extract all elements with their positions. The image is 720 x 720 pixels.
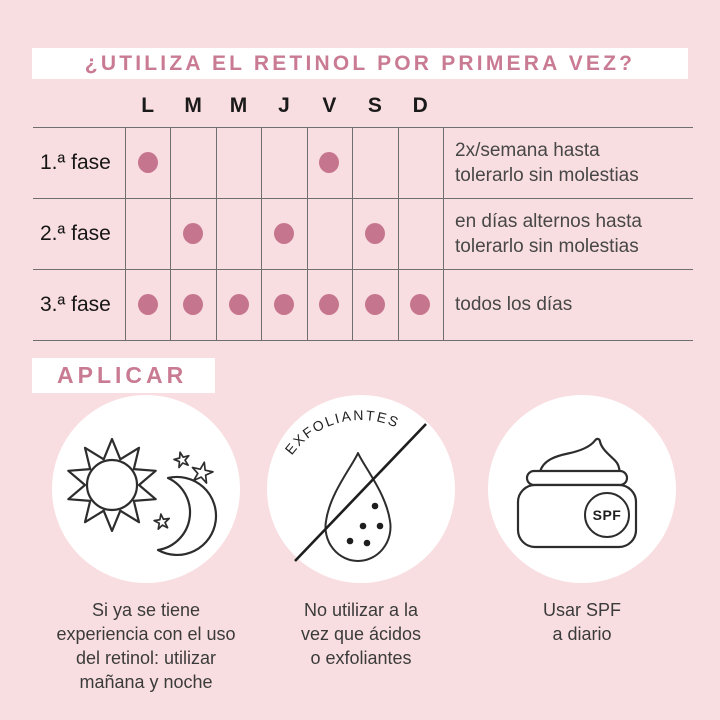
grid-hline	[33, 198, 693, 199]
grid-hline	[33, 269, 693, 270]
phase-label: 3.ª fase	[40, 292, 111, 316]
phase-dots-row	[125, 198, 443, 269]
day-cell	[352, 127, 397, 198]
star	[153, 513, 171, 530]
no-exfoliants-icon: EXFOLIANTES	[282, 407, 427, 562]
svg-text:EXFOLIANTES: EXFOLIANTES	[282, 407, 403, 458]
grid-vline	[216, 127, 217, 340]
spf-badge	[584, 492, 630, 538]
phase-note: todos los días	[455, 294, 573, 315]
day-cell	[398, 269, 443, 340]
day-label: J	[278, 94, 290, 117]
phase-note: en días alternos hasta tolerarlo sin mol…	[455, 210, 642, 257]
card-spf: SPF	[488, 395, 676, 583]
day-label: V	[322, 94, 337, 117]
droplet	[324, 452, 392, 562]
phase-note: 2x/semana hasta tolerarlo sin molestias	[455, 139, 639, 186]
droplet-dots	[346, 502, 384, 547]
grid-vline	[307, 127, 308, 340]
day-cell	[307, 269, 352, 340]
card-no-exfoliants: EXFOLIANTES	[267, 395, 455, 583]
phase-dot	[183, 294, 204, 315]
day-cell	[216, 127, 261, 198]
grid-vline	[125, 127, 126, 340]
day-cell	[261, 127, 306, 198]
star	[173, 451, 190, 469]
day-cell	[216, 269, 261, 340]
day-cell	[170, 127, 215, 198]
grid-vline	[261, 127, 262, 340]
phase-dot	[137, 294, 158, 315]
exfoliantes-label: EXFOLIANTES	[282, 407, 401, 458]
sun-core	[85, 458, 139, 512]
day-label: D	[412, 94, 428, 117]
day-label: M	[229, 94, 248, 117]
day-cell	[307, 127, 352, 198]
phase-dot	[364, 294, 385, 315]
day-label: L	[141, 94, 155, 117]
phase-dots-row	[125, 269, 443, 340]
day-cell	[125, 198, 170, 269]
day-cell	[170, 198, 215, 269]
phase-label: 1.ª fase	[40, 150, 111, 174]
aplicar-strip: APLICAR	[32, 358, 215, 393]
section-label: APLICAR	[57, 362, 188, 388]
phase-dot	[364, 223, 385, 244]
grid-vline	[352, 127, 353, 340]
day-cell	[125, 269, 170, 340]
day-cell	[261, 198, 306, 269]
phase-dot	[228, 294, 249, 315]
page-title: ¿UTILIZA EL RETINOL POR PRIMERA VEZ?	[84, 51, 636, 75]
day-cell	[398, 198, 443, 269]
phase-dot	[273, 294, 294, 315]
sun-moon-icon	[67, 437, 218, 557]
caption-day-night: Si ya se tiene experiencia con el uso de…	[56, 600, 236, 692]
day-cell	[352, 198, 397, 269]
day-cell	[261, 269, 306, 340]
star	[191, 461, 214, 484]
day-cell	[125, 127, 170, 198]
day-label: S	[367, 94, 382, 117]
grid-hline	[33, 127, 693, 128]
card-day-night	[52, 395, 240, 583]
day-label: M	[184, 94, 202, 117]
grid-hline	[33, 340, 693, 341]
grid-vline	[398, 127, 399, 340]
spf-jar-icon: SPF	[516, 437, 638, 549]
phase-dot	[137, 152, 158, 173]
caption-spf: Usar SPF a diario	[542, 600, 621, 644]
phase-dots-row	[125, 127, 443, 198]
moon	[156, 475, 218, 557]
days-header: L M M J V S D	[125, 94, 443, 122]
grid-vline	[443, 127, 444, 340]
phase-dot	[319, 294, 340, 315]
phase-dot	[410, 294, 431, 315]
cream-swirl	[538, 437, 621, 474]
grid-vline	[170, 127, 171, 340]
phase-dot	[183, 223, 204, 244]
caption-no-exfoliants: No utilizar a la vez que ácidos o exfoli…	[300, 600, 422, 668]
slash	[294, 423, 427, 562]
phase-dot	[273, 223, 294, 244]
title-strip: ¿UTILIZA EL RETINOL POR PRIMERA VEZ?	[32, 48, 688, 79]
phase-label: 2.ª fase	[40, 221, 111, 245]
day-cell	[352, 269, 397, 340]
day-cell	[216, 198, 261, 269]
jar-rim	[525, 469, 629, 487]
phase-dot	[319, 152, 340, 173]
spf-label: SPF	[593, 507, 622, 523]
day-cell	[307, 198, 352, 269]
day-cell	[398, 127, 443, 198]
day-cell	[170, 269, 215, 340]
